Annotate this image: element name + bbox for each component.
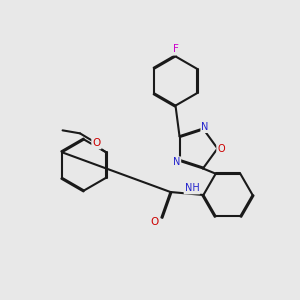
Text: NH: NH bbox=[184, 183, 200, 194]
Text: O: O bbox=[151, 217, 159, 227]
Text: N: N bbox=[173, 157, 180, 167]
Text: O: O bbox=[92, 138, 101, 148]
Text: O: O bbox=[217, 143, 225, 154]
Text: F: F bbox=[172, 44, 178, 55]
Text: N: N bbox=[201, 122, 209, 132]
